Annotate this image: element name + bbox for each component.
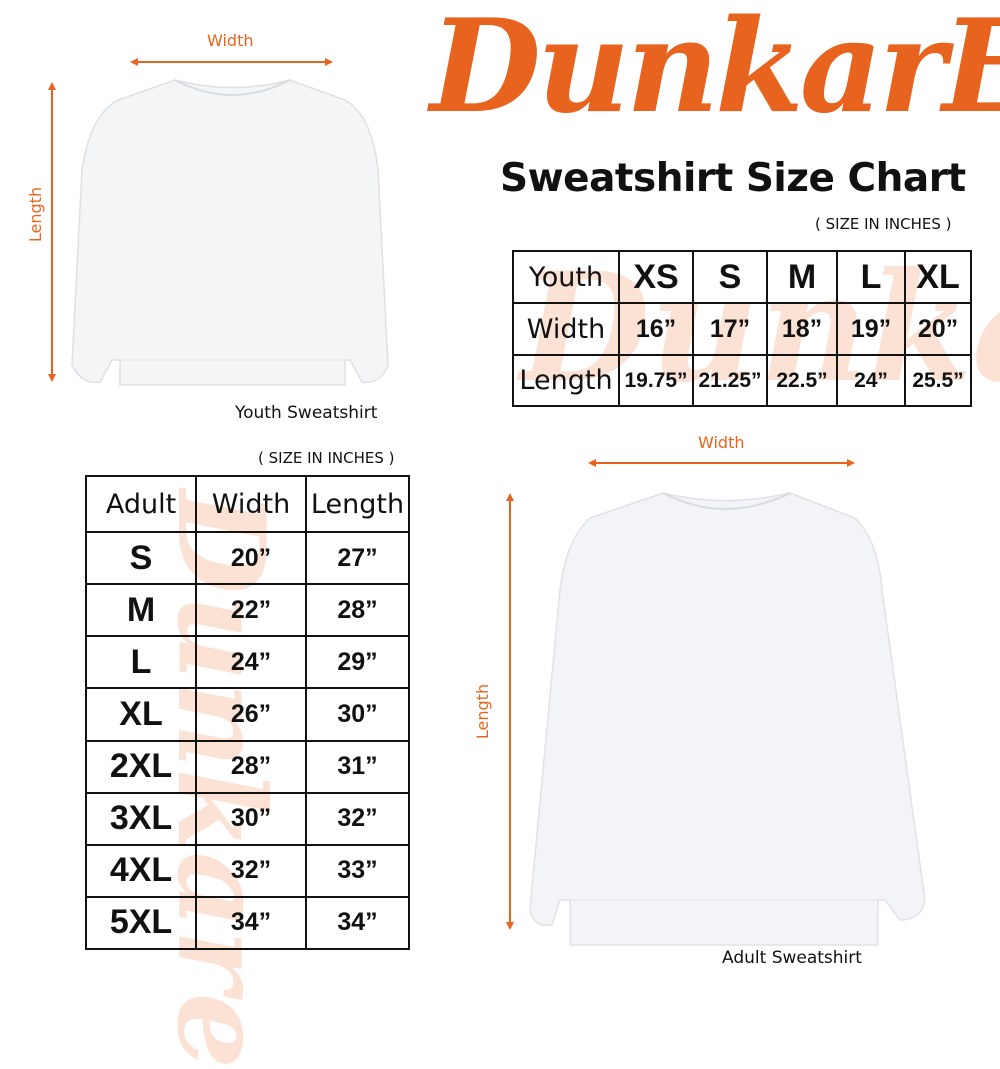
table-row: 3XL 30” 32” <box>85 791 410 846</box>
row-label: XL <box>85 687 197 742</box>
row-label: Width <box>512 302 620 356</box>
youth-sweatshirt-illustration <box>48 58 389 386</box>
table-row: 5XL 34” 34” <box>85 895 410 951</box>
table-cell: 16” <box>618 302 694 356</box>
table-cell: 18” <box>766 302 838 356</box>
table-row: XL 26” 30” <box>85 687 410 742</box>
table-cell: 26” <box>195 687 307 742</box>
table-cell: 24” <box>836 354 906 407</box>
table-row: S 20” 27” <box>85 531 410 586</box>
header-cell: Adult <box>85 474 197 534</box>
header-cell: S <box>692 250 768 304</box>
row-label: 3XL <box>85 791 197 846</box>
table-cell: 22.5” <box>766 354 838 407</box>
adult-length-label: Length <box>473 683 493 740</box>
table-cell: 25.5” <box>904 354 972 407</box>
table-cell: 17” <box>692 302 768 356</box>
header-cell: XS <box>618 250 694 304</box>
table-row: 2XL 28” 31” <box>85 739 410 794</box>
youth-length-label: Length <box>26 186 46 243</box>
table-row: Width 16” 17” 18” 19” 20” <box>512 302 972 356</box>
adult-size-table: Adult Width Length S 20” 27” M 22” 28” L 24” 29”… <box>85 474 410 951</box>
table-cell: 29” <box>305 635 410 690</box>
row-label: 2XL <box>85 739 197 794</box>
youth-width-arrow <box>130 58 333 66</box>
table-cell: 30” <box>305 687 410 742</box>
table-cell: 21.25” <box>692 354 768 407</box>
adult-units-note: ( SIZE IN INCHES ) <box>258 449 395 467</box>
header-cell: L <box>836 250 906 304</box>
table-cell: 20” <box>904 302 972 356</box>
header-cell: Youth <box>512 250 620 304</box>
row-label: S <box>85 531 197 586</box>
table-header-row: Youth XS S M L XL <box>512 250 972 304</box>
table-cell: 32” <box>195 843 307 898</box>
header-cell: XL <box>904 250 972 304</box>
table-cell: 20” <box>195 531 307 586</box>
table-header-row: Adult Width Length <box>85 474 410 534</box>
table-cell: 32” <box>305 791 410 846</box>
youth-width-label: Width <box>207 31 254 50</box>
table-cell: 19.75” <box>618 354 694 407</box>
table-cell: 19” <box>836 302 906 356</box>
adult-length-arrow <box>506 493 514 930</box>
header-cell: Length <box>305 474 410 534</box>
table-cell: 27” <box>305 531 410 586</box>
header-cell: M <box>766 250 838 304</box>
youth-units-note: ( SIZE IN INCHES ) <box>815 215 952 233</box>
dunkare-logo: DunkarE <box>430 0 1000 142</box>
table-row: 4XL 32” 33” <box>85 843 410 898</box>
table-row: M 22” 28” <box>85 583 410 638</box>
adult-caption: Adult Sweatshirt <box>722 948 862 968</box>
row-label: L <box>85 635 197 690</box>
youth-size-table: Youth XS S M L XL Width 16” 17” 18” 19” … <box>512 250 972 407</box>
table-row: L 24” 29” <box>85 635 410 690</box>
header-cell: Width <box>195 474 307 534</box>
row-label: 4XL <box>85 843 197 898</box>
table-row: Length 19.75” 21.25” 22.5” 24” 25.5” <box>512 354 972 407</box>
table-cell: 33” <box>305 843 410 898</box>
row-label: M <box>85 583 197 638</box>
row-label: 5XL <box>85 895 197 951</box>
table-cell: 28” <box>305 583 410 638</box>
table-cell: 31” <box>305 739 410 794</box>
table-cell: 28” <box>195 739 307 794</box>
table-cell: 30” <box>195 791 307 846</box>
row-label: Length <box>512 354 620 407</box>
table-cell: 24” <box>195 635 307 690</box>
table-cell: 34” <box>195 895 307 951</box>
table-cell: 34” <box>305 895 410 951</box>
adult-width-label: Width <box>698 433 745 452</box>
youth-length-arrow <box>48 82 56 382</box>
page-title: Sweatshirt Size Chart <box>500 156 966 201</box>
adult-width-arrow <box>588 459 855 467</box>
youth-caption: Youth Sweatshirt <box>235 403 378 423</box>
table-cell: 22” <box>195 583 307 638</box>
adult-sweatshirt-illustration <box>506 459 926 946</box>
